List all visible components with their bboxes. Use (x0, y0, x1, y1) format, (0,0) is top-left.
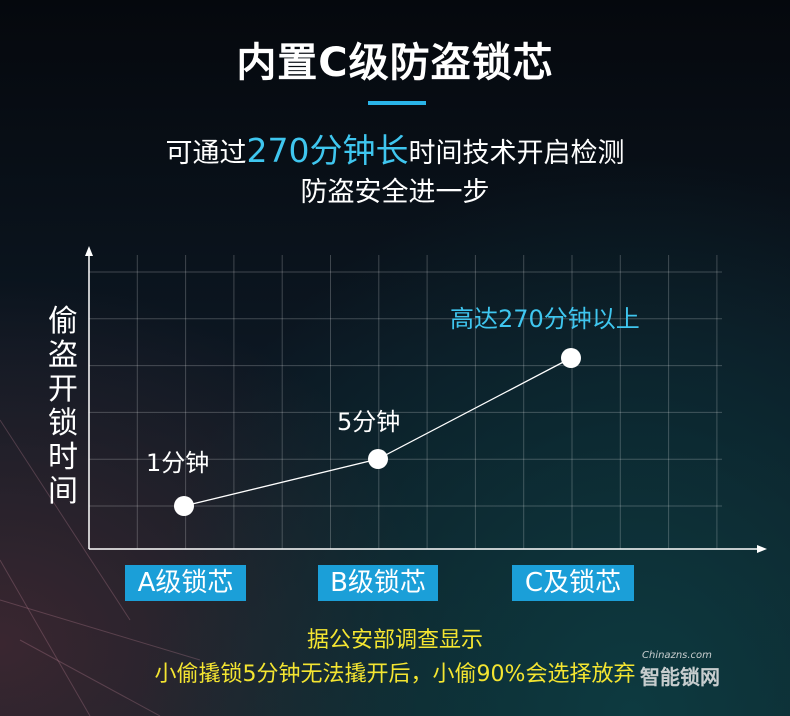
watermark-logo: Chinazns.com 智能锁网 (640, 650, 720, 689)
data-point-1 (368, 449, 388, 469)
data-label-a: 1分钟 (146, 449, 210, 477)
data-point-2 (561, 348, 581, 368)
subtitle-line2: 防盗安全进一步 (300, 177, 490, 208)
subtitle-post: 时间技术开启检测 (408, 138, 625, 169)
decorative-network-line (0, 559, 91, 716)
page-title: 内置C级防盗锁芯 (236, 40, 554, 86)
y-axis-label: 偷盗开锁时间 (48, 304, 78, 509)
data-label-c: 高达270分钟以上 (450, 305, 640, 333)
data-label-b: 5分钟 (337, 408, 401, 436)
decorative-network-line (0, 419, 131, 621)
subtitle: 可通过270分钟长时间技术开启检测 (0, 124, 790, 172)
x-axis-arrow (757, 545, 767, 553)
category-c: C及锁芯 (512, 565, 634, 601)
subtitle-pre: 可通过 (165, 138, 247, 169)
y-axis-arrow (85, 246, 93, 256)
decorative-network-line (19, 639, 161, 716)
data-point-0 (174, 496, 194, 516)
decorative-network-line (0, 599, 201, 661)
title-underline (368, 101, 426, 105)
subtitle-highlight: 270分钟长 (246, 131, 409, 170)
footer-line2: 小偷撬锁5分钟无法撬开后，小偷90%会选择放弃 (154, 662, 636, 687)
category-b: B级锁芯 (318, 565, 438, 601)
category-a: A级锁芯 (125, 565, 246, 601)
footer-line1: 据公安部调查显示 (306, 628, 483, 653)
